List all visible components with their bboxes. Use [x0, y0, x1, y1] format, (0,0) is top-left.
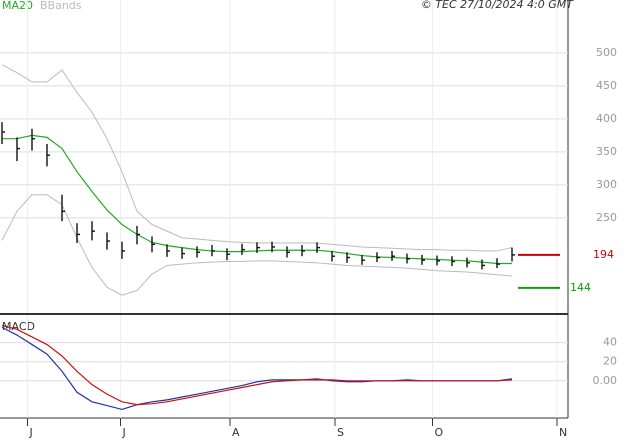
x-tick-label: J — [29, 426, 33, 439]
legend-bbands: BBands — [40, 0, 82, 12]
level-label: 144 — [570, 281, 591, 294]
x-tick-label: J — [122, 426, 126, 439]
y-tick-label: 250 — [596, 211, 617, 224]
y-tick-label: 20 — [603, 355, 617, 368]
bband-lower — [1, 194, 513, 296]
y-tick-label: 450 — [596, 79, 617, 92]
macd-title: MACD — [2, 320, 35, 333]
y-tick-label: 400 — [596, 112, 617, 125]
x-tick-label: N — [559, 426, 567, 439]
y-tick-label: 0.00 — [593, 374, 618, 387]
x-tick-label: A — [232, 426, 240, 439]
y-tick-label: 500 — [596, 46, 617, 59]
x-tick-label: O — [435, 426, 444, 439]
source: © TEC 27/10/2024 4:0 GMT — [421, 0, 574, 11]
x-tick-label: S — [337, 426, 344, 439]
y-tick-label: 300 — [596, 178, 617, 191]
legend-ma20: MA20 — [2, 0, 33, 12]
y-tick-label: 350 — [596, 145, 617, 158]
y-tick-label: 40 — [603, 336, 617, 349]
level-label: 194 — [593, 248, 614, 261]
macd-line — [1, 324, 513, 406]
